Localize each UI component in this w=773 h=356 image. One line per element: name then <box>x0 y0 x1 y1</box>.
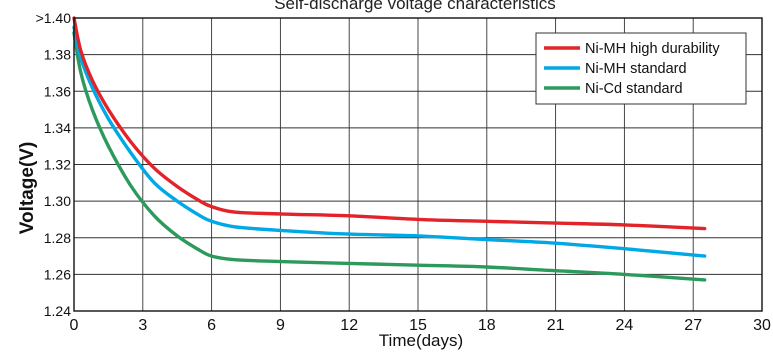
x-tick-label: 27 <box>684 317 702 334</box>
series-line-2 <box>72 31 707 282</box>
series-line-0 <box>72 16 707 231</box>
x-tick-label: 24 <box>616 317 634 334</box>
x-tick-label: 3 <box>138 317 147 334</box>
x-tick-label: 12 <box>340 317 358 334</box>
y-tick-label: 1.38 <box>44 47 71 63</box>
y-tick-label: 1.26 <box>44 266 71 282</box>
legend: Ni-MH high durability Ni-MH standard Ni-Cd… <box>535 32 747 105</box>
x-axis-label: Time(days) <box>379 331 463 350</box>
y-tick-label: 1.24 <box>44 303 71 319</box>
y-tick-label: 1.36 <box>44 83 71 99</box>
x-tick-label: 21 <box>547 317 565 334</box>
chart-title: Self-discharge voltage characteristics <box>274 0 556 13</box>
legend-label: Ni-Cd standard <box>585 81 683 97</box>
x-tick-label: 18 <box>478 317 496 334</box>
legend-label: Ni-MH high durability <box>585 41 720 57</box>
x-tick-label: 30 <box>753 317 771 334</box>
y-axis-label: Voltage(V) <box>17 142 38 235</box>
y-tick-label: 1.30 <box>44 193 71 209</box>
y-tick-label: 1.32 <box>44 157 71 173</box>
x-tick-label: 0 <box>70 317 79 334</box>
x-tick-label: 9 <box>276 317 285 334</box>
series-line-1 <box>72 25 707 258</box>
y-tick-label: 1.28 <box>44 230 71 246</box>
y-tick-label: >1.40 <box>36 10 72 26</box>
x-tick-label: 6 <box>207 317 216 334</box>
legend-label: Ni-MH standard <box>585 61 687 77</box>
x-tick-label: 15 <box>409 317 427 334</box>
y-tick-label: 1.34 <box>44 120 71 136</box>
plot-frame <box>73 17 763 312</box>
tick-labels: 0 3 6 9 12 15 18 21 24 27 30 1.24 1.26 1.28 1.30 1.32 1.… <box>36 10 771 334</box>
series-layer <box>72 16 707 282</box>
